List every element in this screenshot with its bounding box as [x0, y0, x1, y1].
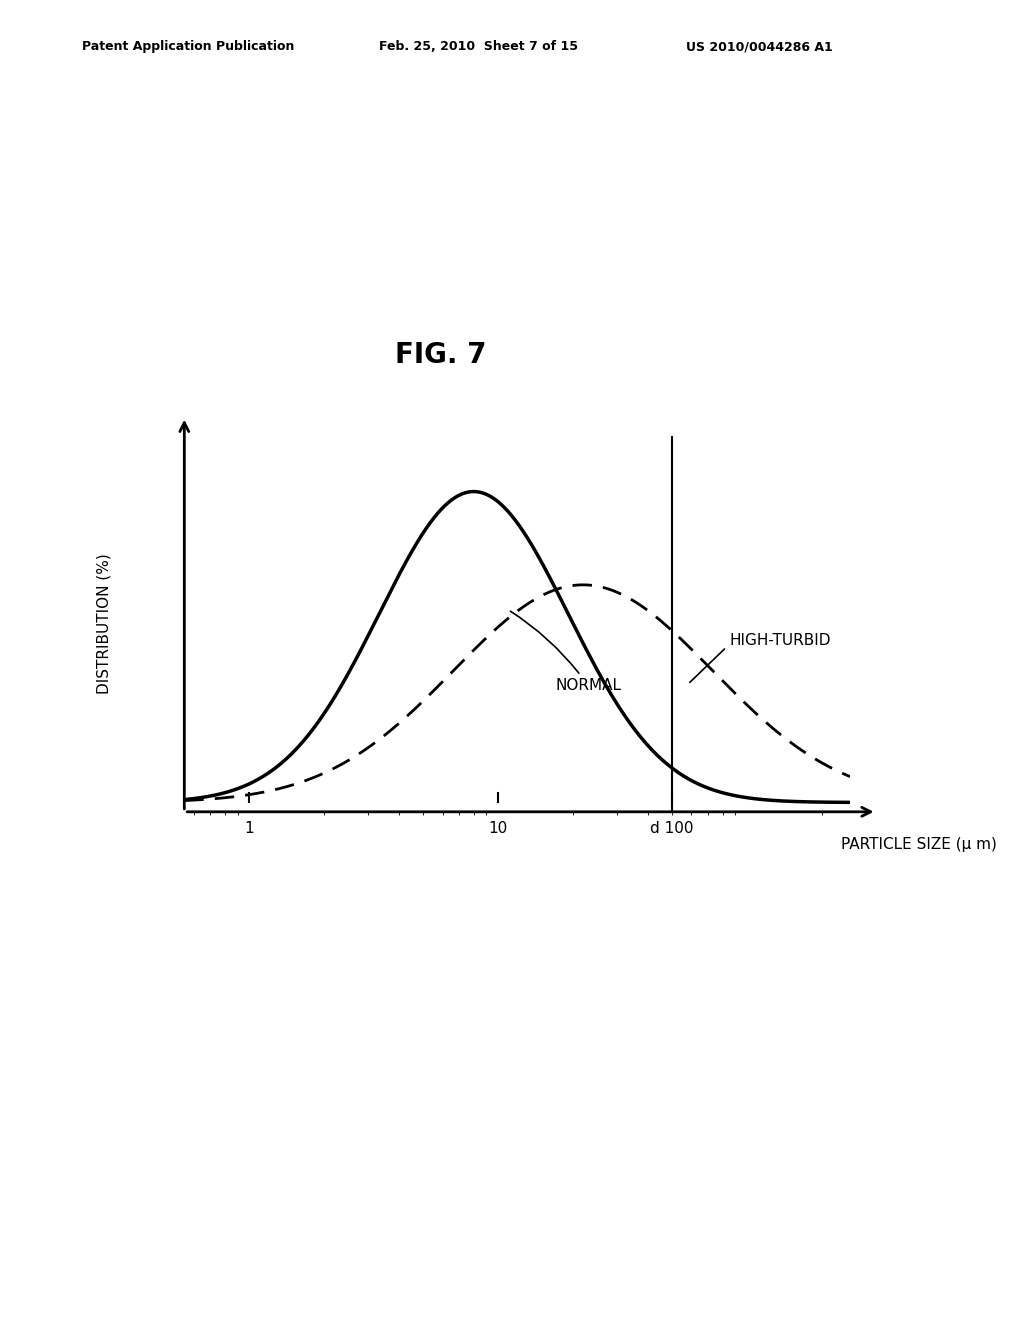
- Text: US 2010/0044286 A1: US 2010/0044286 A1: [686, 40, 833, 53]
- Text: PARTICLE SIZE (μ m): PARTICLE SIZE (μ m): [842, 837, 997, 851]
- Text: d 100: d 100: [650, 821, 693, 836]
- Text: HIGH-TURBID: HIGH-TURBID: [729, 634, 830, 648]
- Text: 10: 10: [488, 821, 508, 836]
- Text: Patent Application Publication: Patent Application Publication: [82, 40, 294, 53]
- Text: NORMAL: NORMAL: [510, 611, 622, 693]
- Text: DISTRIBUTION (%): DISTRIBUTION (%): [97, 553, 112, 694]
- Text: FIG. 7: FIG. 7: [394, 341, 486, 370]
- Text: Feb. 25, 2010  Sheet 7 of 15: Feb. 25, 2010 Sheet 7 of 15: [379, 40, 578, 53]
- Text: 1: 1: [244, 821, 254, 836]
